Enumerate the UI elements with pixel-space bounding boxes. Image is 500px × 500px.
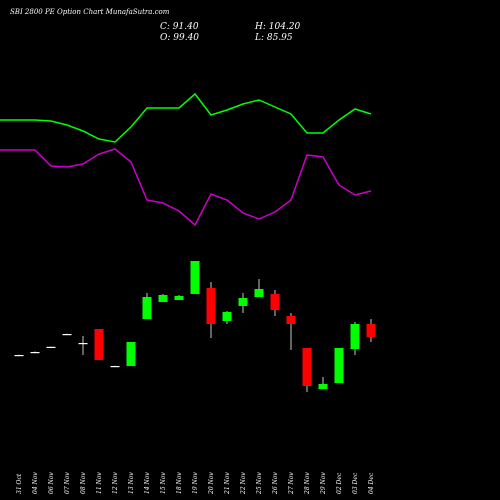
x-tick-label: 03 Dec (352, 472, 359, 494)
candle (94, 329, 104, 360)
candle-body (158, 295, 168, 302)
candle-body (110, 366, 120, 368)
x-tick-label: 18 Nov (176, 472, 183, 494)
candle-body (62, 334, 72, 336)
x-tick-label: 29 Nov (320, 472, 327, 495)
x-tick-label: 06 Nov (48, 472, 55, 494)
candle-body (254, 289, 264, 297)
candle-body (94, 329, 104, 360)
candles (14, 261, 376, 392)
candle-body (46, 346, 56, 348)
magenta-indicator-line (0, 148, 372, 227)
candle (78, 336, 88, 355)
candle (142, 293, 152, 319)
x-tick-label: 15 Nov (160, 472, 167, 494)
candle-body (286, 316, 296, 324)
candle (318, 377, 328, 389)
candle (62, 333, 72, 336)
high-value: H: 104.20 (255, 22, 301, 32)
open-value: O: 99.40 (160, 33, 200, 43)
candle (270, 290, 280, 316)
candle-body (302, 348, 312, 386)
x-tick-label: 26 Nov (272, 472, 279, 495)
candle (302, 348, 312, 392)
x-axis-labels: 31 Oct 04 Nov 06 Nov 07 Nov 08 Nov 11 Nov 12 N… (16, 472, 375, 495)
candle (366, 319, 376, 342)
x-tick-label: 27 Nov (288, 472, 295, 495)
x-tick-label: 07 Nov (64, 472, 71, 494)
candle-body (222, 312, 232, 321)
low-value: L: 85.95 (255, 33, 293, 43)
candle-body (142, 297, 152, 319)
x-tick-label: 02 Dec (336, 472, 343, 494)
x-tick-label: 22 Nov (240, 472, 247, 495)
x-tick-label: 20 Nov (208, 472, 215, 495)
x-tick-label: 04 Nov (32, 472, 39, 494)
x-tick-label: 28 Nov (304, 472, 311, 495)
close-value: C: 91.40 (160, 22, 199, 32)
candle (30, 351, 40, 354)
x-tick-label: 14 Nov (144, 472, 151, 494)
candle-body (126, 342, 136, 366)
candle-body (366, 324, 376, 337)
x-tick-label: 08 Nov (80, 472, 87, 494)
candle (350, 322, 360, 355)
candle-body (78, 343, 88, 345)
candle (206, 282, 216, 338)
candle (14, 354, 24, 357)
candle (110, 365, 120, 368)
candle-body (174, 296, 184, 300)
candle (158, 294, 168, 302)
x-tick-label: 21 Nov (224, 472, 231, 495)
x-tick-label: 04 Dec (368, 472, 375, 494)
x-tick-label: 13 Nov (128, 472, 135, 494)
indicator-lines (0, 92, 372, 227)
candle-body (14, 355, 24, 357)
x-tick-label: 31 Oct (16, 473, 23, 494)
candle-body (350, 324, 360, 349)
candle (190, 261, 200, 294)
candle (46, 346, 56, 348)
candle-body (334, 348, 344, 383)
candle-body (190, 261, 200, 294)
candle-body (270, 294, 280, 310)
candle (174, 295, 184, 300)
x-tick-label: 11 Nov (96, 472, 103, 494)
candle (334, 348, 344, 383)
candle (286, 313, 296, 350)
candle (238, 293, 248, 313)
green-indicator-line (0, 92, 372, 143)
x-tick-label: 19 Nov (192, 472, 199, 494)
candle (222, 311, 232, 324)
candle-body (238, 298, 248, 306)
candle-body (206, 288, 216, 324)
chart-title: SBI 2800 PE Option Chart MunafaSutra.com (10, 8, 170, 16)
x-tick-label: 12 Nov (112, 472, 119, 494)
x-tick-label: 25 Nov (256, 472, 263, 495)
candle (126, 342, 136, 366)
candle (254, 279, 264, 297)
candle-body (30, 352, 40, 354)
candle-body (318, 384, 328, 389)
